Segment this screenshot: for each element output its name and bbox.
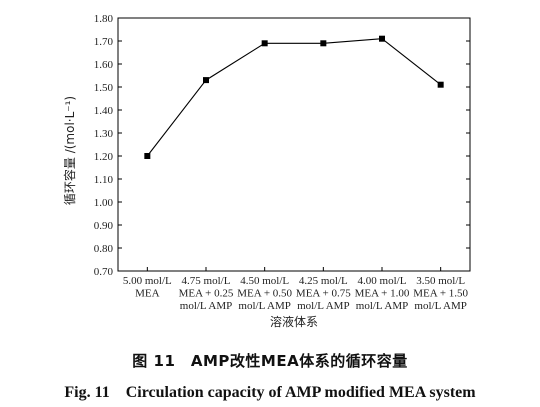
figure-caption-english: Fig. 11 Circulation capacity of AMP modi…	[64, 384, 476, 401]
x-tick-label: 4.25 mol/L	[299, 275, 348, 287]
chart: 0.70 0.80 0.90 1.00 1.10 1.20 1.30 1.40 1.50 1.60…	[62, 13, 471, 329]
x-tick-label: MEA + 0.50	[237, 288, 292, 300]
x-tick-label: 5.00 mol/L	[123, 275, 172, 287]
y-ticks: 0.70 0.80 0.90 1.00 1.10 1.20 1.30 1.40 1.50 1.60…	[94, 13, 470, 278]
x-tick-label: mol/L AMP	[297, 300, 349, 312]
x-tick-label: 3.50 mol/L	[416, 275, 465, 287]
data-point	[320, 40, 327, 47]
x-tick-label: MEA	[135, 288, 160, 300]
data-point	[144, 153, 151, 159]
x-axis-title: 溶液体系	[270, 314, 318, 329]
data-points	[144, 35, 444, 159]
x-tick-label: MEA + 1.00	[355, 288, 410, 300]
y-tick-label: 1.30	[94, 128, 114, 140]
y-tick-label: 1.60	[94, 59, 114, 71]
x-tick-label: 4.50 mol/L	[240, 275, 289, 287]
y-axis-title: 循环容量 /(mol·L⁻¹)	[62, 96, 77, 205]
y-tick-label: 1.20	[94, 151, 114, 163]
y-tick-label: 1.40	[94, 105, 114, 117]
x-tick-label: mol/L AMP	[356, 300, 408, 312]
y-tick-label: 0.70	[94, 266, 114, 278]
figure-caption-chinese: 图 11 AMP改性MEA体系的循环容量	[132, 352, 408, 370]
y-tick-label: 1.10	[94, 174, 114, 186]
series-line	[146, 38, 442, 157]
x-tick-label: 4.00 mol/L	[358, 275, 407, 287]
data-point	[261, 40, 268, 47]
data-point	[379, 35, 385, 42]
y-tick-label: 1.70	[94, 36, 114, 48]
x-tick-label: MEA + 1.50	[413, 288, 468, 300]
y-tick-label: 1.80	[94, 13, 114, 25]
y-tick-label: 0.90	[94, 220, 114, 232]
y-tick-label: 1.50	[94, 82, 114, 94]
x-tick-label: MEA + 0.75	[296, 288, 351, 300]
data-point	[203, 77, 209, 84]
x-tick-label: mol/L AMP	[238, 300, 290, 312]
x-tick-label: mol/L AMP	[180, 300, 232, 312]
x-tick-label: mol/L AMP	[414, 300, 466, 312]
y-tick-label: 0.80	[94, 243, 114, 255]
x-tick-label: MEA + 0.25	[179, 288, 234, 300]
y-tick-label: 1.00	[94, 197, 114, 209]
x-tick-label: 4.75 mol/L	[182, 275, 231, 287]
plot-frame	[117, 17, 471, 272]
axes	[117, 17, 471, 272]
data-point	[437, 81, 444, 88]
